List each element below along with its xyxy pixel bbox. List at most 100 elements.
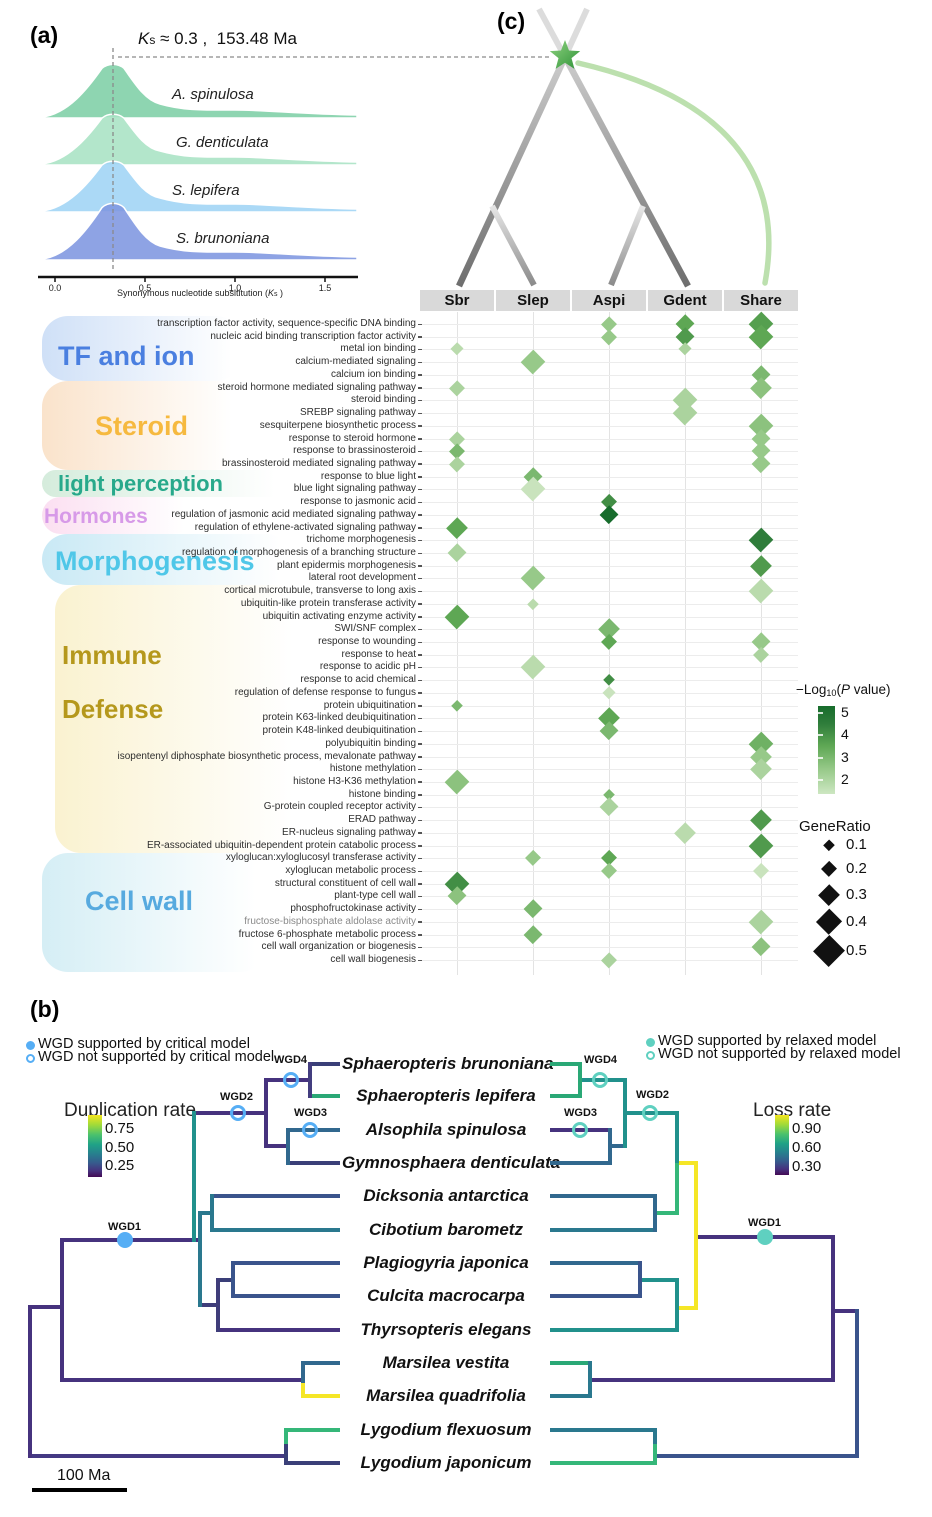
- go-term-label: histone methylation: [329, 763, 416, 775]
- go-grid-row: [420, 832, 798, 834]
- legend-critical-label: WGD not supported by critical model: [38, 1049, 275, 1065]
- go-term-tick: [418, 514, 422, 516]
- right-tree-wgd-marker: [592, 1072, 608, 1088]
- go-dot: [527, 598, 539, 610]
- ks-x-axis-ticks: [54, 277, 326, 282]
- go-grid-row: [420, 489, 798, 491]
- go-grid-row: [420, 654, 798, 656]
- go-term-tick: [418, 565, 422, 567]
- go-dot: [599, 721, 619, 741]
- ks-species-label-0: A. spinulosa: [172, 86, 254, 103]
- left-tree-branch: [210, 1194, 214, 1232]
- left-tree-branch: [28, 1305, 64, 1309]
- go-dot: [520, 349, 546, 375]
- ks-title: Ks ≈ 0.3 , 153.48 Ma: [138, 29, 297, 48]
- go-term-tick: [418, 666, 422, 669]
- star-tree-lines: [456, 7, 772, 288]
- go-term-tick: [418, 946, 422, 949]
- right-tree-branch: [831, 1309, 859, 1313]
- go-term-label: protein K63-linked deubiquitination: [262, 712, 416, 724]
- go-grid-row: [420, 667, 798, 669]
- go-grid-row: [420, 476, 798, 478]
- tree-species-name: Sphaeropteris brunoniana: [342, 1054, 554, 1073]
- go-category-label: light perception: [58, 471, 223, 496]
- go-dot: [450, 699, 464, 712]
- go-term-tick: [418, 501, 422, 504]
- right-tree-branch: [578, 1062, 582, 1098]
- tree-species-name: Plagiogyria japonica: [363, 1253, 529, 1272]
- go-term-tick: [418, 832, 422, 834]
- go-term-tick: [418, 603, 422, 605]
- right-tree-branch: [653, 1428, 657, 1448]
- left-tree-branch: [198, 1211, 214, 1215]
- right-tree-branch: [550, 1361, 592, 1365]
- right-tree-branch: [608, 1128, 612, 1165]
- go-term-tick: [418, 616, 422, 618]
- right-tree-branch: [550, 1461, 657, 1465]
- go-term-label: cortical microtubule, transverse to long…: [224, 585, 416, 597]
- tree-species-name: Thyrsopteris elegans: [360, 1320, 532, 1339]
- go-grid-row: [420, 425, 798, 427]
- go-term-label: histone binding: [348, 788, 416, 800]
- go-term-tick: [418, 908, 422, 911]
- legend-critical-bullet: [26, 1054, 35, 1063]
- right-tree-branch: [550, 1194, 657, 1198]
- go-term-tick: [418, 756, 422, 758]
- go-term-tick: [418, 412, 422, 414]
- go-grid-col: [533, 312, 534, 975]
- go-term-label: fructose 6-phosphate metabolic process: [238, 928, 416, 940]
- left-tree-branch: [301, 1383, 305, 1398]
- go-term-label: SWI/SNF complex: [334, 623, 416, 635]
- left-tree-wgd-marker: [283, 1072, 299, 1088]
- go-category-block-5: [55, 585, 305, 853]
- ridge-1: [41, 113, 358, 166]
- go-term-tick: [418, 921, 422, 923]
- left-tree-wgd-marker: [117, 1232, 133, 1248]
- ridge-3: [41, 202, 358, 261]
- go-grid-row: [420, 781, 798, 783]
- go-term-tick: [418, 476, 422, 478]
- left-tree-branch: [28, 1454, 288, 1458]
- go-dot: [748, 909, 774, 935]
- go-dot: [601, 952, 617, 968]
- go-dot: [601, 329, 617, 345]
- panel-c-label: (c): [497, 8, 526, 34]
- panel-a-c-graphics: [38, 7, 772, 288]
- go-term-label: regulation of defense response to fungus: [234, 686, 416, 698]
- p-value-tick-label: 3: [841, 749, 849, 765]
- go-term-tick: [418, 399, 422, 402]
- go-term-label: fructose-bisphosphate aldolase activity: [244, 915, 416, 927]
- go-term-label: plant-type cell wall: [334, 890, 416, 902]
- ks-x-axis-label: Synonymous nucleotide subsititution (Ks …: [116, 288, 284, 298]
- go-dot: [523, 924, 543, 945]
- go-term-tick: [418, 425, 422, 427]
- go-grid-row: [420, 603, 798, 605]
- go-term-label: structural constituent of cell wall: [274, 877, 416, 889]
- go-category-label: Hormones: [44, 505, 148, 528]
- left-tree-wgd-label: WGD2: [220, 1091, 253, 1103]
- left-tree-wgd-label: WGD1: [108, 1221, 141, 1233]
- go-dot: [750, 376, 772, 399]
- gene-ratio-diamond: [815, 908, 843, 936]
- duplication-rate-tick: 0.75: [105, 1120, 135, 1137]
- ks-tick-label-0: 0.0: [48, 283, 62, 293]
- go-grid-row: [420, 845, 798, 847]
- duplication-rate-title: Duplication rate: [64, 1100, 197, 1121]
- go-dot: [750, 809, 772, 831]
- left-tree-branch: [192, 1111, 196, 1242]
- duplication-rate-colorbar: [88, 1115, 102, 1177]
- tree-species-name: Dicksonia antarctica: [363, 1186, 529, 1205]
- right-tree-branch: [550, 1428, 657, 1432]
- left-tree-branch: [284, 1428, 288, 1448]
- go-term-tick: [418, 348, 422, 351]
- go-term-tick: [418, 323, 422, 325]
- p-value-tick-label: 4: [841, 726, 849, 742]
- gene-ratio-label: 0.1: [846, 836, 867, 853]
- go-term-tick: [418, 819, 422, 822]
- go-term-tick: [418, 806, 422, 809]
- go-dot: [523, 899, 543, 919]
- gene-ratio-diamond: [820, 860, 838, 878]
- tree-species-name: Lygodium japonicum: [360, 1453, 532, 1472]
- wgd-star-icon: [549, 40, 581, 69]
- go-term-tick: [418, 781, 422, 783]
